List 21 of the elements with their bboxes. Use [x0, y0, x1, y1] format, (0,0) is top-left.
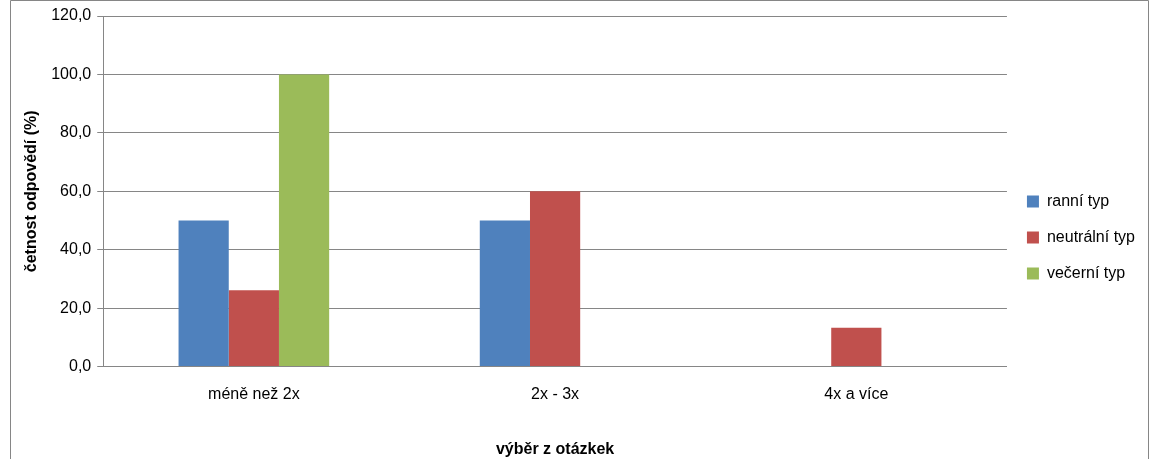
bar — [479, 220, 530, 367]
legend-label: neutrální typ — [1046, 227, 1136, 245]
bar — [278, 74, 330, 367]
y-tick-label: 40,0 — [60, 240, 92, 258]
bar — [228, 290, 279, 367]
y-tick-label: 60,0 — [60, 181, 92, 199]
bar — [831, 327, 882, 367]
y-tick-label: 0,0 — [68, 357, 92, 375]
bar — [529, 191, 581, 367]
bar — [178, 220, 229, 367]
y-axis-title: četnost odpovědí (%) — [22, 110, 40, 273]
y-tick-label: 20,0 — [60, 298, 92, 316]
legend-label: ranní typ — [1046, 191, 1110, 209]
x-tick-label: méně než 2x — [208, 384, 300, 402]
x-axis-title: výběr z otázkek — [495, 439, 615, 457]
y-tick-label: 80,0 — [60, 123, 92, 141]
y-tick-label: 100,0 — [51, 64, 92, 82]
y-tick-label: 120,0 — [51, 6, 92, 24]
x-tick-label: 2x - 3x — [531, 384, 580, 402]
x-tick-label: 4x a více — [824, 384, 889, 402]
legend-label: večerní typ — [1046, 263, 1126, 281]
